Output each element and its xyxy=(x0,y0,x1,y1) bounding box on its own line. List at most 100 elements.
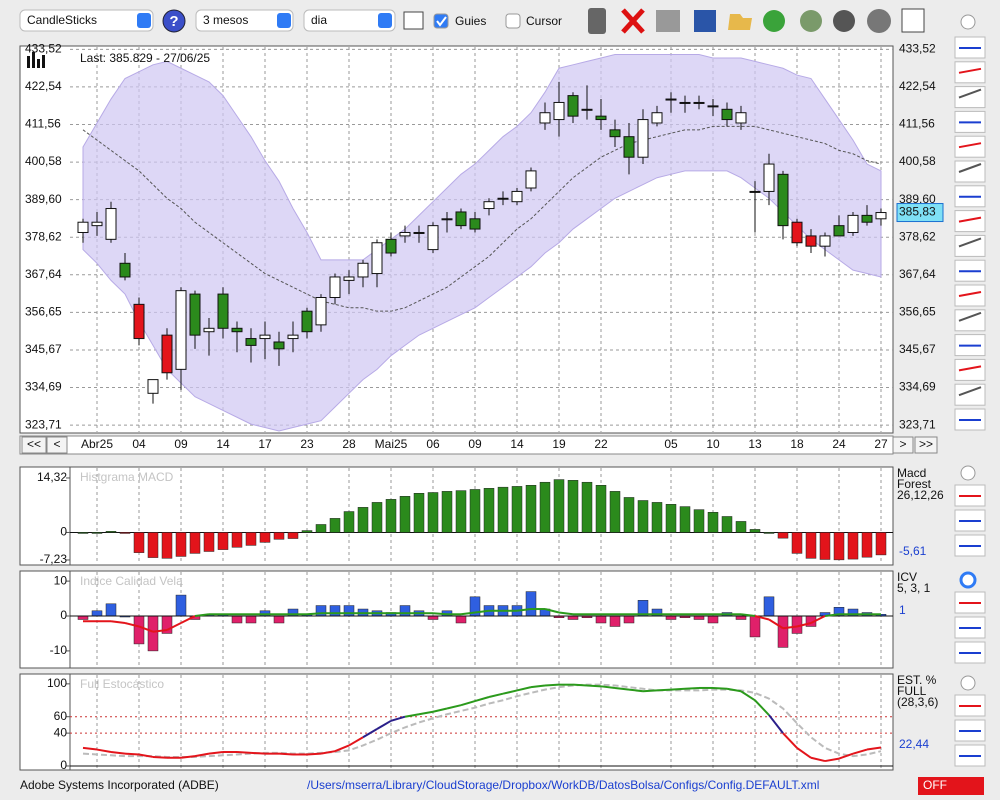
tool-glyph xyxy=(958,291,982,297)
indicator-label: 5, 3, 1 xyxy=(897,581,931,595)
indicator-label: FULL xyxy=(897,684,927,698)
x-tick-label: 17 xyxy=(258,437,272,451)
tool-button[interactable] xyxy=(954,61,986,84)
cursor-checkbox[interactable] xyxy=(505,13,521,29)
indicator-value: -5,61 xyxy=(899,544,927,558)
save-button[interactable] xyxy=(694,10,716,32)
tool-button[interactable] xyxy=(954,210,986,233)
currency-button[interactable] xyxy=(833,10,855,32)
histogram-bar xyxy=(735,615,747,620)
candle-body xyxy=(399,231,411,237)
histogram-bar xyxy=(231,532,243,548)
nav-label: < xyxy=(53,437,60,451)
y-tick-label-right: 411,56 xyxy=(899,117,935,131)
histogram-bar xyxy=(427,615,439,620)
radio[interactable] xyxy=(960,675,976,691)
tool-button[interactable] xyxy=(954,135,986,158)
candle-body xyxy=(805,235,817,247)
stoch-k-line xyxy=(334,744,350,753)
candle-body xyxy=(427,225,439,251)
histogram-bar xyxy=(343,511,355,533)
moving-average xyxy=(82,125,882,312)
histogram-bar xyxy=(91,532,103,534)
stoch-k-line xyxy=(796,747,812,759)
stoch-k-line xyxy=(404,713,420,718)
histogram-bar xyxy=(623,615,635,624)
candle-body xyxy=(329,276,341,298)
candle-body xyxy=(847,214,859,233)
histogram-bar xyxy=(371,502,383,533)
refresh-button[interactable] xyxy=(763,10,785,32)
tool-glyph xyxy=(958,386,982,397)
open-button[interactable] xyxy=(728,14,752,30)
stoch-k-line xyxy=(194,752,210,758)
histogram-bar xyxy=(245,532,257,546)
check-mark xyxy=(436,16,447,27)
candle-body xyxy=(497,197,509,200)
trash-button[interactable] xyxy=(588,8,606,34)
histogram-bar xyxy=(679,506,691,533)
histogram-bar xyxy=(77,615,89,620)
delete-button[interactable] xyxy=(621,8,645,34)
chart-window-button[interactable] xyxy=(403,11,424,30)
last-price-label: 385,83 xyxy=(899,205,936,219)
histogram-bar xyxy=(707,615,719,624)
x-tick-label: 13 xyxy=(748,437,762,451)
company-name: Adobe Systems Incorporated (ADBE) xyxy=(20,778,219,792)
histogram-bar xyxy=(161,532,173,559)
radio[interactable] xyxy=(960,465,976,481)
interval-select[interactable] xyxy=(303,9,396,32)
candle-body xyxy=(707,105,719,108)
settings-button[interactable] xyxy=(867,9,891,33)
candle-body xyxy=(567,95,579,117)
histogram-bar xyxy=(847,532,859,560)
x-tick-label: 09 xyxy=(468,437,482,451)
tool-button[interactable] xyxy=(954,358,986,381)
histogram-bar xyxy=(525,591,537,617)
nav-label: > xyxy=(899,437,906,451)
sync-button[interactable] xyxy=(800,10,822,32)
icv-line xyxy=(782,625,798,630)
tool-button[interactable] xyxy=(954,284,986,307)
candle-body xyxy=(819,235,831,247)
candle-body xyxy=(483,201,495,210)
histogram-bar xyxy=(861,532,873,558)
radio[interactable] xyxy=(959,571,977,589)
last-annotation: Last: 385.829 - 27/06/25 xyxy=(80,51,210,65)
print-button[interactable] xyxy=(656,10,680,32)
help-button[interactable] xyxy=(162,9,186,33)
stoch-k-line xyxy=(544,683,560,687)
y-tick-label: 422,54 xyxy=(25,79,62,93)
tool-glyph xyxy=(958,163,982,173)
histogram-bar xyxy=(329,518,341,533)
chart-icon xyxy=(27,52,45,68)
tool-glyph xyxy=(958,365,982,372)
select-arrow xyxy=(277,13,291,28)
stoch-k-line xyxy=(530,684,546,689)
stoch-k-line xyxy=(474,696,490,703)
nav-button[interactable] xyxy=(892,436,914,454)
candle-body xyxy=(833,225,845,237)
y-tick-label-right: 389,60 xyxy=(899,192,936,206)
histogram-bar xyxy=(231,615,243,624)
calendar-button[interactable] xyxy=(901,8,925,33)
config-path[interactable]: /Users/mserra/Library/CloudStorage/Dropb… xyxy=(307,778,819,792)
period-select[interactable] xyxy=(195,9,294,32)
candle-body xyxy=(77,221,89,233)
icv-line xyxy=(306,612,322,616)
nav-button[interactable] xyxy=(21,436,47,454)
icv-line xyxy=(516,608,532,612)
icon-bar xyxy=(27,56,30,68)
indicator-value: 1 xyxy=(899,603,906,617)
guides-checkbox[interactable] xyxy=(433,13,449,29)
nav-button[interactable] xyxy=(46,436,68,454)
y-tick-label: 100 xyxy=(47,676,67,690)
nav-button[interactable] xyxy=(914,436,938,454)
period-select-value: 3 mesos xyxy=(203,13,248,27)
radio[interactable] xyxy=(960,14,976,30)
y-tick-label-right: 378,62 xyxy=(899,229,936,243)
histogram-bar xyxy=(287,532,299,539)
type-select[interactable] xyxy=(19,9,154,32)
toggle-button[interactable] xyxy=(918,777,984,795)
stoch-k-line xyxy=(852,748,868,755)
